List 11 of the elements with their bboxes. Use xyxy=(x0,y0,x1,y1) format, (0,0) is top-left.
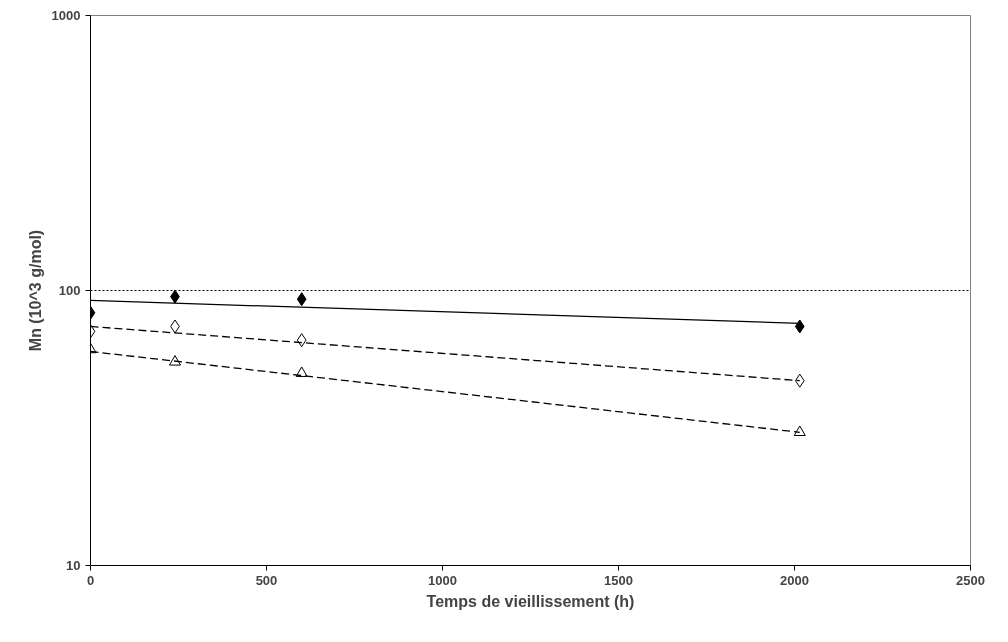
y-tick-label: 10 xyxy=(66,558,81,573)
x-tick-label: 2500 xyxy=(956,572,985,588)
y-tick-label: 100 xyxy=(58,283,81,298)
y-axis-title: Mn (10^3 g/mol) xyxy=(26,229,44,352)
x-tick-label: 0 xyxy=(86,572,95,588)
x-tick-label: 1500 xyxy=(604,572,633,588)
x-tick-label: 1000 xyxy=(428,572,457,588)
x-axis-title: Temps de vieillissement (h) xyxy=(426,592,635,610)
x-tick-label: 2000 xyxy=(780,572,809,588)
y-tick-label: 1000 xyxy=(51,8,81,23)
x-tick-label: 500 xyxy=(255,572,278,588)
